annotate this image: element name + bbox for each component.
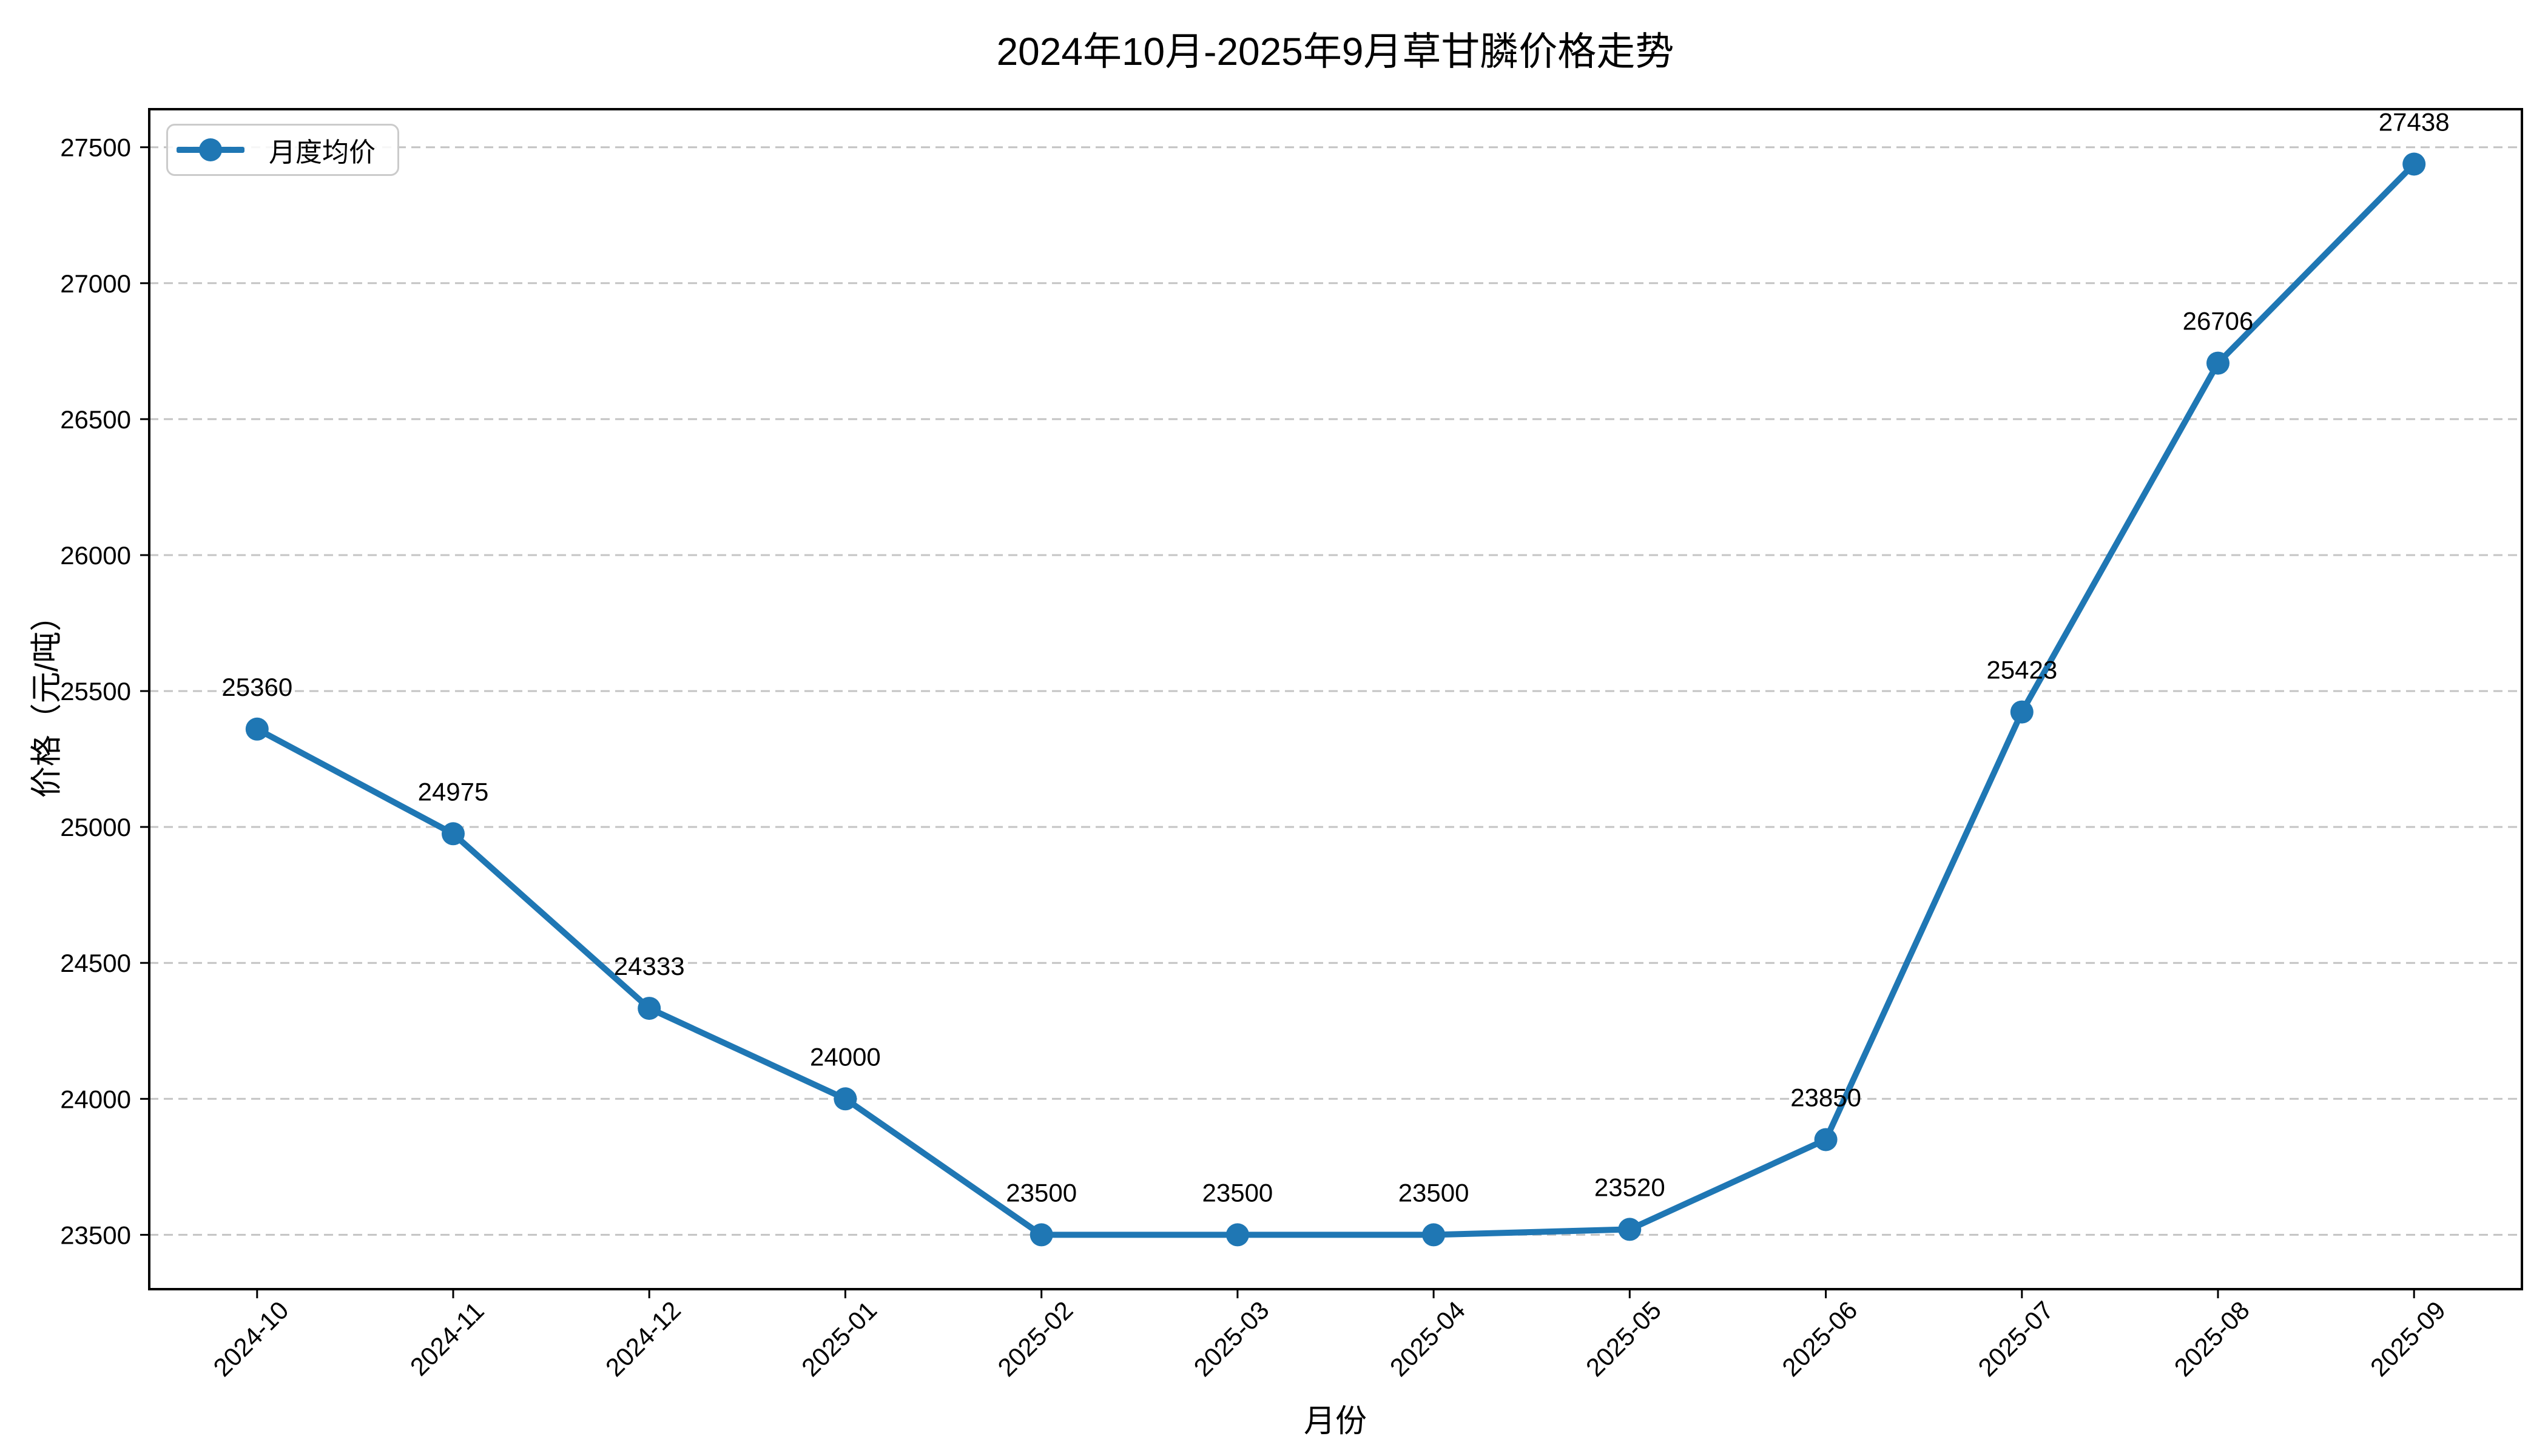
legend-line-sample [177,138,244,161]
x-tick-label: 2025-07 [1972,1296,2058,1382]
legend-label: 月度均价 [269,138,376,167]
legend: 月度均价 [166,124,399,176]
data-point [2402,152,2426,176]
x-tick-label: 2025-01 [796,1296,882,1382]
x-tick-label: 2025-06 [1776,1296,1862,1382]
x-tick-label: 2025-05 [1580,1296,1667,1382]
data-point [442,822,465,846]
data-label: 27438 [2379,108,2450,136]
data-point [2010,700,2034,724]
y-tick-label: 26500 [60,405,131,434]
data-label: 26706 [2183,307,2254,335]
data-label: 23500 [1006,1178,1077,1207]
chart-title: 2024年10月-2025年9月草甘膦价格走势 [996,30,1674,73]
data-label: 23500 [1398,1178,1469,1207]
data-point [1422,1223,1446,1247]
x-tick-label: 2025-09 [2365,1296,2451,1382]
data-point [1225,1223,1249,1247]
data-point [1618,1218,1642,1241]
series-line [254,161,2418,1238]
data-label: 23500 [1202,1178,1273,1207]
y-axis-title: 价格（元/吨） [29,599,65,798]
data-point [245,717,269,741]
y-tick-label: 25000 [60,813,131,841]
data-point [2206,351,2230,375]
x-tick-label: 2024-11 [405,1296,490,1381]
plot-border [148,108,2523,1290]
y-tick-label: 27000 [60,269,131,298]
x-tick-label: 2025-04 [1384,1296,1471,1382]
data-label: 23850 [1790,1084,1861,1112]
data-label: 24333 [614,952,685,980]
y-tick-label: 25500 [60,677,131,706]
x-tick-label: 2024-12 [600,1296,686,1382]
x-tick-label: 2025-08 [2169,1296,2255,1382]
y-tick-label: 27500 [60,133,131,162]
data-point [638,997,661,1020]
x-tick-label: 2025-03 [1188,1296,1275,1382]
data-label: 25360 [221,673,292,701]
data-point [834,1087,857,1111]
y-tick-label: 24500 [60,949,131,977]
legend-marker-icon [199,138,222,161]
y-tick-label: 23500 [60,1221,131,1249]
data-label: 24975 [418,777,489,806]
data-label: 25423 [1986,656,2057,684]
data-label: 23520 [1594,1173,1665,1201]
x-tick-label: 2024-10 [207,1296,294,1382]
y-tick-label: 24000 [60,1085,131,1113]
data-label: 24000 [810,1042,881,1071]
x-axis-title: 月份 [1303,1404,1367,1439]
x-tick-label: 2025-02 [992,1296,1078,1382]
y-tick-label: 26000 [60,541,131,570]
data-point [1814,1128,1838,1151]
data-point [1030,1223,1053,1247]
